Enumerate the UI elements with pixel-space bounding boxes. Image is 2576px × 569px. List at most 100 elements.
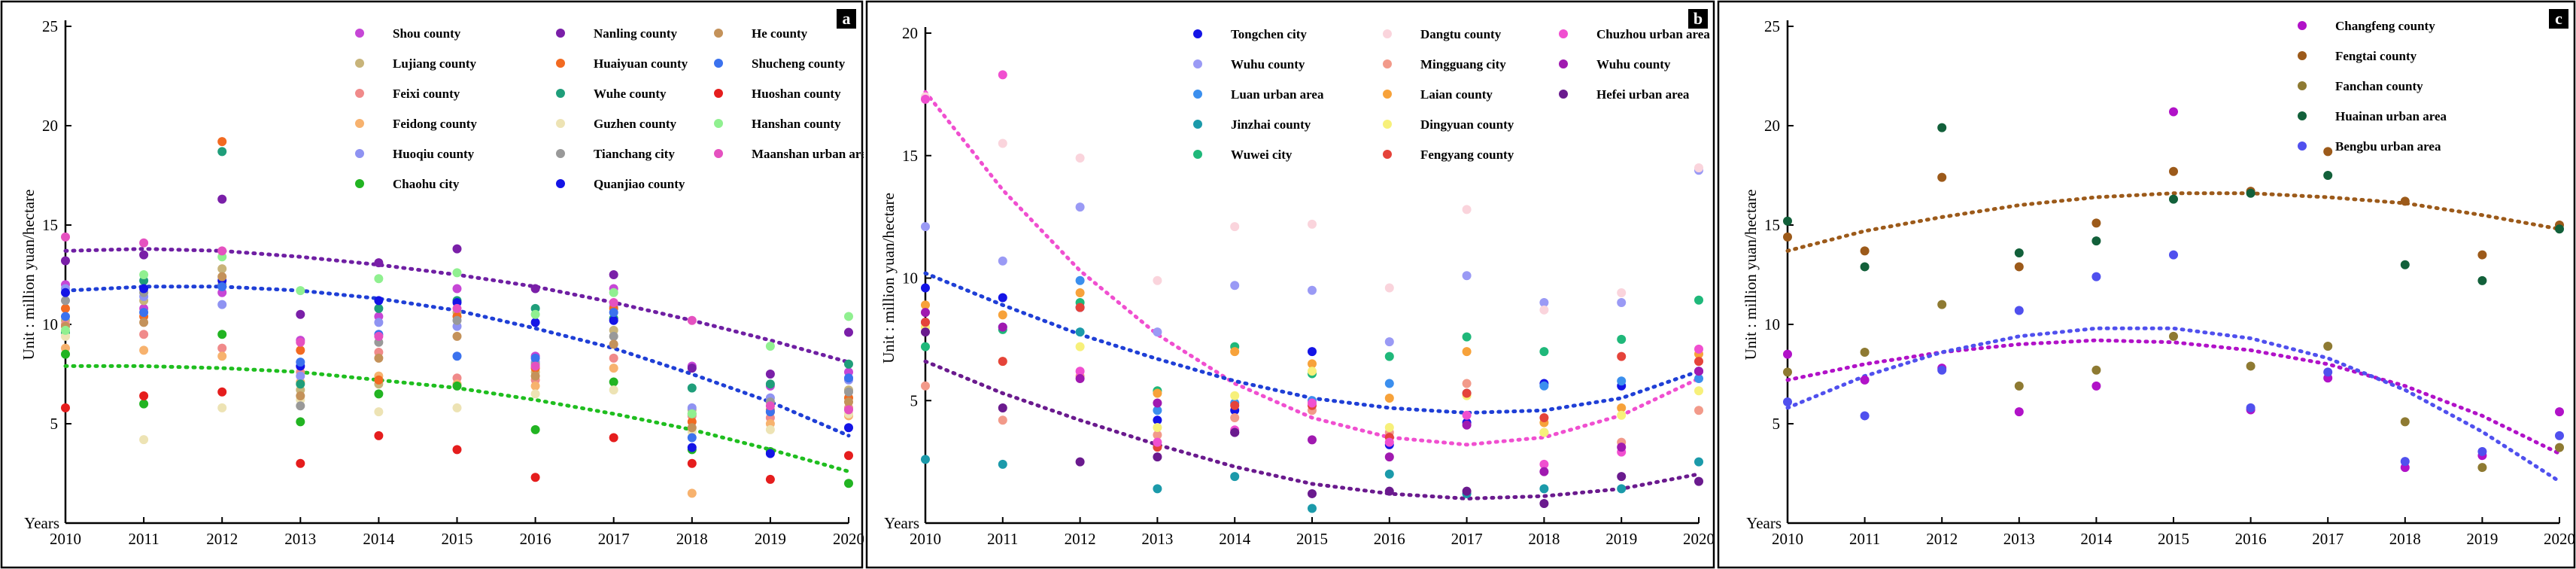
data-point xyxy=(609,353,618,363)
legend-marker xyxy=(355,119,364,128)
data-point xyxy=(1153,484,1162,494)
legend-label: Luan urban area xyxy=(1231,87,1324,102)
legend-item: Dingyuan county xyxy=(1383,117,1514,132)
data-point xyxy=(530,371,540,381)
data-point xyxy=(139,284,149,294)
legend-label: Tianchang city xyxy=(594,147,675,161)
trend-line xyxy=(923,359,1701,501)
data-point xyxy=(530,389,540,399)
legend-marker xyxy=(556,29,565,38)
data-point xyxy=(1539,459,1549,469)
data-point xyxy=(2555,407,2564,417)
data-point xyxy=(61,256,70,266)
x-tick-label: 2010 xyxy=(50,530,81,548)
legend-marker xyxy=(1383,90,1392,99)
data-point xyxy=(2014,381,2024,391)
panel-a: 2010 2011 2012 2013 2014 2015 2016 2017 2018 2019… xyxy=(0,0,864,569)
y-axis-label: Unit : million yuan/hectare xyxy=(879,193,898,364)
data-point xyxy=(1617,334,1627,344)
data-point xyxy=(1308,504,1317,513)
data-point xyxy=(1539,298,1549,308)
data-point xyxy=(687,443,697,452)
data-point xyxy=(2400,260,2410,269)
data-point xyxy=(998,138,1007,148)
legend-item: Changfeng county xyxy=(2298,19,2435,33)
x-tick-label: 2019 xyxy=(755,530,786,548)
data-point xyxy=(921,318,930,327)
legend-item: Nanling county xyxy=(556,26,677,41)
data-point xyxy=(1308,435,1317,445)
legend-item: Chuzhou urban area xyxy=(1559,27,1710,41)
legend-marker xyxy=(1193,59,1202,68)
data-point xyxy=(139,238,149,248)
data-point xyxy=(2014,248,2024,257)
data-point xyxy=(1153,423,1162,433)
data-point xyxy=(765,370,775,379)
legend-item: Jinzhai county xyxy=(1193,117,1311,132)
data-point xyxy=(374,258,384,268)
legend-item: Tongchen city xyxy=(1193,27,1307,41)
legend-label: Lujiang county xyxy=(393,56,476,71)
data-point xyxy=(1075,154,1085,163)
data-point xyxy=(1384,437,1394,447)
data-point xyxy=(687,488,697,498)
legend-marker xyxy=(1383,120,1392,129)
data-point xyxy=(1075,342,1085,351)
legend-label: Wuhu county xyxy=(1596,57,1671,72)
data-point xyxy=(1694,344,1703,354)
data-point xyxy=(921,283,930,293)
data-point xyxy=(452,244,462,254)
chart-svg: 2010 2011 2012 2013 2014 2015 2016 2017 2018 2019… xyxy=(1717,0,2576,569)
data-point xyxy=(296,417,305,427)
x-tick-label: 2018 xyxy=(2389,530,2421,548)
x-tick-label: 2019 xyxy=(1605,530,1637,548)
legend-item: Lujiang county xyxy=(355,56,476,71)
data-point xyxy=(530,381,540,391)
x-tick-label: 2016 xyxy=(1374,530,1405,548)
data-point xyxy=(61,303,70,313)
legend-marker xyxy=(2298,21,2307,30)
legend-marker xyxy=(714,29,723,38)
legend-label: Quanjiao county xyxy=(594,177,685,191)
data-point xyxy=(2014,262,2024,272)
data-point xyxy=(1075,303,1085,312)
legend-label: Nanling county xyxy=(594,26,677,41)
legend-marker xyxy=(556,179,565,188)
panel-b: 2010 2011 2012 2013 2014 2015 2016 2017 2018 2019… xyxy=(865,0,1715,569)
data-point xyxy=(844,312,853,321)
legend-marker xyxy=(355,179,364,188)
y-tick-label: 15 xyxy=(42,216,58,234)
data-point xyxy=(1539,381,1549,391)
legend-label: Huainan urban area xyxy=(2335,109,2447,123)
data-point xyxy=(139,435,149,445)
y-tick-label: 5 xyxy=(910,391,919,409)
data-point xyxy=(374,318,384,327)
legend-marker xyxy=(714,119,723,128)
data-point xyxy=(1075,373,1085,383)
data-point xyxy=(998,322,1007,332)
legend-label: Wuhu county xyxy=(1231,57,1305,72)
data-point xyxy=(998,70,1007,80)
data-point xyxy=(61,288,70,297)
legend-label: Tongchen city xyxy=(1231,27,1307,41)
data-point xyxy=(998,403,1007,413)
data-point xyxy=(1308,488,1317,498)
legend-marker xyxy=(2298,81,2307,90)
panel-frame xyxy=(865,0,1715,569)
data-point xyxy=(609,385,618,395)
data-point xyxy=(1153,327,1162,337)
data-point xyxy=(61,312,70,321)
legend-label: Fengtai county xyxy=(2335,49,2417,63)
data-point xyxy=(139,391,149,401)
data-point xyxy=(1937,365,1947,375)
data-point xyxy=(1153,406,1162,415)
panel-badge xyxy=(1688,9,1708,29)
y-tick-label: 5 xyxy=(50,415,59,433)
data-point xyxy=(296,458,305,468)
data-point xyxy=(1462,420,1472,430)
legend-label: Dingyuan county xyxy=(1420,117,1514,132)
data-point xyxy=(530,473,540,482)
legend-item: Wuhu county xyxy=(1559,57,1671,72)
data-point xyxy=(2091,365,2101,375)
